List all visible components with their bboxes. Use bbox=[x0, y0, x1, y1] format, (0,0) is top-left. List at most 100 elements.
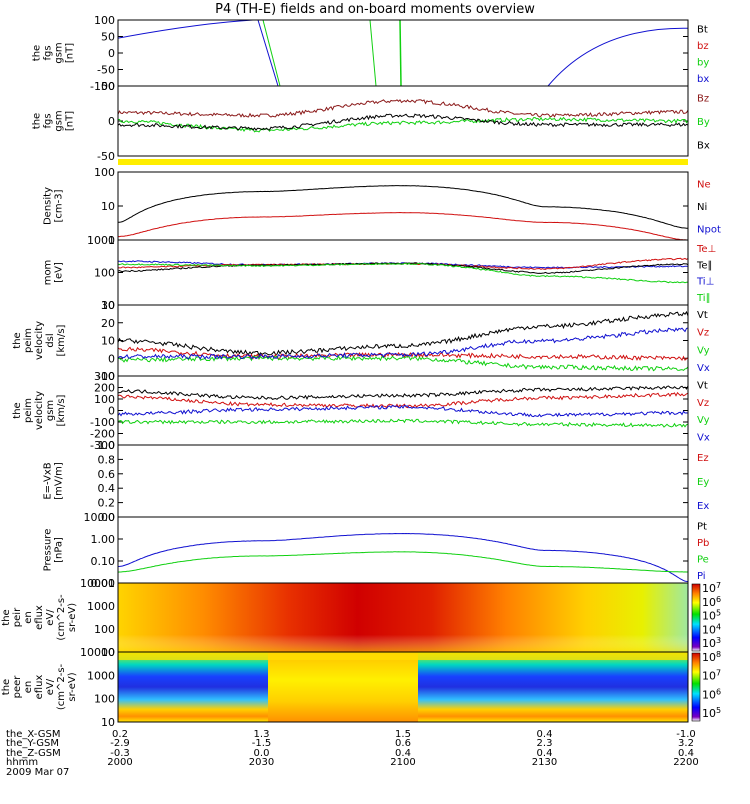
y-tick-label: 300 bbox=[94, 370, 115, 383]
panel-frame bbox=[117, 239, 689, 306]
y-tick-label: 1000 bbox=[87, 234, 115, 247]
legend-Ti⊥: Ti⊥ bbox=[696, 277, 714, 288]
y-tick-label: -100 bbox=[90, 416, 115, 429]
date-label: 2009 Mar 07 bbox=[6, 767, 69, 778]
x-tick-time: 2100 bbox=[390, 757, 415, 768]
trace-p4-Ti∥ bbox=[117, 262, 689, 284]
panel-p3: 100 10 1 Density [cm-3] Ne Ni Npot bbox=[43, 166, 721, 247]
x-tick-value: 1.3 bbox=[254, 729, 270, 740]
legend-Bx: Bx bbox=[697, 140, 710, 151]
x-row-label: the_X-GSM bbox=[6, 729, 60, 740]
x-tick-value: 0.4 bbox=[537, 729, 553, 740]
ion-spectrogram-lowenergy bbox=[118, 583, 688, 652]
y-axis-label-line: velocity bbox=[34, 391, 45, 430]
y-axis-label-line: the bbox=[12, 402, 23, 418]
legend-Vx: Vx bbox=[697, 432, 710, 443]
trace-p1-bx-start bbox=[117, 19, 254, 39]
y-tick-label: 10 bbox=[101, 716, 115, 729]
trace-p2-Bz bbox=[117, 99, 689, 118]
x-tick-value: -1.5 bbox=[252, 738, 272, 749]
y-tick-label: 0 bbox=[108, 405, 115, 418]
panel-frame bbox=[117, 171, 689, 241]
x-tick-value: 0.6 bbox=[395, 738, 411, 749]
y-axis-label-line: eflux bbox=[34, 605, 45, 630]
trace-p2-By bbox=[117, 116, 689, 133]
x-row-label: the_Y-GSM bbox=[6, 738, 59, 749]
y-axis-label-line: the bbox=[32, 45, 43, 61]
y-tick-label: 0 bbox=[108, 115, 115, 128]
y-tick-label: 0.2 bbox=[98, 497, 116, 510]
y-tick-label: -200 bbox=[90, 428, 115, 441]
legend-Pe: Pe bbox=[697, 554, 709, 565]
panel-frame bbox=[117, 304, 689, 377]
legend-by: by bbox=[697, 57, 709, 68]
y-axis-label-line: eV/ bbox=[45, 609, 56, 626]
y-axis-label: mom [eV] bbox=[43, 260, 65, 286]
colorbar-label: 105 bbox=[702, 706, 721, 720]
trace-p6-Vy bbox=[117, 418, 689, 428]
legend-Vy: Vy bbox=[697, 415, 710, 426]
y-axis-label-line: peir bbox=[12, 607, 23, 627]
colorbar-label: 107 bbox=[702, 581, 721, 595]
legend-Pt: Pt bbox=[697, 521, 707, 532]
y-axis-label-line: [eV] bbox=[54, 262, 65, 283]
y-axis-label: the peir en eflux eV/(cm^2-s-sr-eV) bbox=[1, 594, 78, 641]
y-tick-label: -300 bbox=[90, 439, 115, 452]
trace-p1-by-c bbox=[399, 19, 402, 87]
legend-Vz: Vz bbox=[697, 398, 709, 409]
panel-p1: 100 50 0 -50 -100 the fgs gsm [nT] Bt bz by bx bbox=[32, 14, 710, 93]
y-axis-label-line: gsm bbox=[54, 110, 65, 131]
y-tick-label: -10 bbox=[97, 370, 115, 383]
y-tick-label: 1.00 bbox=[91, 533, 116, 546]
y-axis-label-line: the bbox=[12, 332, 23, 348]
y-axis-label-line: peim bbox=[23, 328, 34, 353]
y-axis-label-line: [nT] bbox=[65, 43, 76, 63]
legend-Ti∥: Ti∥ bbox=[696, 293, 711, 304]
y-tick-label: 20 bbox=[101, 317, 115, 330]
trace-p5-Vx bbox=[117, 327, 689, 360]
y-axis-label-line: [km/s] bbox=[56, 324, 67, 356]
legend-Vy: Vy bbox=[697, 345, 710, 356]
legend-Ey: Ey bbox=[697, 477, 709, 488]
y-axis-label: the peer en eflux eV/(cm^2-s-sr-eV) bbox=[1, 663, 78, 710]
x-tick-value: 0.4 bbox=[537, 748, 553, 759]
legend-By: By bbox=[697, 117, 710, 128]
colorbar-label: 107 bbox=[702, 669, 721, 683]
trace-p5-Vz bbox=[117, 346, 689, 362]
x-row-label: hhmm bbox=[6, 757, 38, 768]
y-axis-label-line: [km/s] bbox=[56, 394, 67, 426]
panel-frame bbox=[117, 444, 689, 518]
y-tick-label: -100 bbox=[90, 80, 115, 93]
colorbar-label: 104 bbox=[702, 622, 721, 636]
y-tick-label: 0.01 bbox=[91, 577, 116, 590]
y-axis-label-line: gsm bbox=[45, 400, 56, 421]
colorbar-label: 103 bbox=[702, 636, 721, 650]
trace-p4-Ti⊥ bbox=[117, 260, 689, 269]
trace-p3-Ne bbox=[118, 211, 688, 241]
y-axis-label-line: en bbox=[23, 681, 34, 694]
y-axis-label-line: [nPa] bbox=[54, 537, 65, 563]
trace-p8-Pe bbox=[117, 551, 688, 573]
colorbar-label: 105 bbox=[702, 609, 721, 623]
x-tick-value: 0.0 bbox=[254, 748, 270, 759]
panel-frame bbox=[117, 516, 689, 584]
legend-Npot: Npot bbox=[697, 225, 721, 236]
trace-p1-bx-drop bbox=[257, 19, 279, 87]
panel-p5: 30 20 10 0 -10 the peim velocity dsl [km/s] Vt Vz Vy… bbox=[12, 299, 710, 383]
colorbar bbox=[691, 652, 701, 722]
x-tick-time: 2000 bbox=[107, 757, 132, 768]
y-axis-label: the fgs gsm [nT] bbox=[32, 42, 76, 63]
y-axis-label-line: peer bbox=[12, 675, 23, 699]
y-axis-label-line: [nT] bbox=[65, 111, 76, 131]
y-tick-label: 10 bbox=[101, 335, 115, 348]
legend-Bt: Bt bbox=[697, 24, 708, 35]
x-tick-time: 2200 bbox=[673, 757, 698, 768]
y-tick-label: 100 bbox=[94, 623, 115, 636]
trace-p6-Vt bbox=[117, 385, 689, 401]
y-tick-label: 0 bbox=[108, 47, 115, 60]
y-tick-label: 100 bbox=[94, 166, 115, 179]
x-tick-value: 0.4 bbox=[678, 748, 694, 759]
